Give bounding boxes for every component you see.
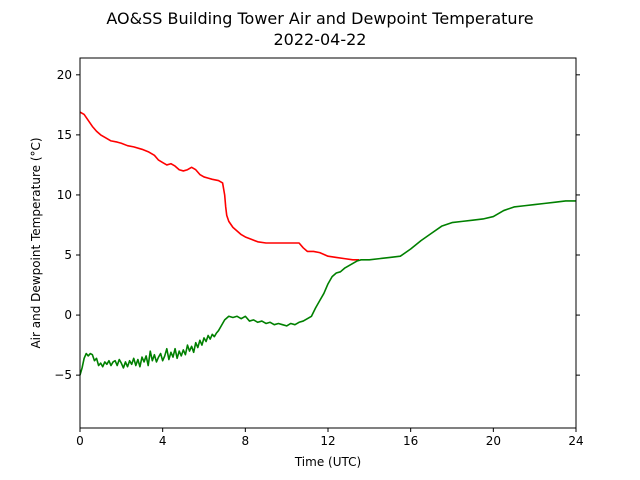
plot-area: 0 4 8 12 16 20 24 −5 0 5 10 15 20 [54, 57, 584, 448]
x-tick-label: 8 [242, 434, 250, 448]
x-tick-label: 24 [568, 434, 583, 448]
series-layer [79, 111, 576, 376]
series-line-2 [79, 200, 576, 376]
x-axis: 0 4 8 12 16 20 24 [76, 428, 584, 448]
x-tick-label: 0 [76, 434, 84, 448]
x-tick-label: 20 [486, 434, 501, 448]
y-tick-label: 20 [57, 68, 72, 82]
series-line-1 [79, 111, 359, 261]
y-axis-label: Air and Dewpoint Temperature (°C) [29, 137, 43, 348]
x-tick-label: 16 [403, 434, 418, 448]
x-tick-label: 4 [159, 434, 167, 448]
y-tick-label: −5 [54, 368, 72, 382]
x-tick-label: 12 [320, 434, 335, 448]
y-tick-label: 15 [57, 128, 72, 142]
axes-frame [79, 57, 577, 429]
y-tick-label: 10 [57, 188, 72, 202]
x-axis-label: Time (UTC) [294, 455, 361, 469]
y-tick-label: 5 [64, 248, 72, 262]
y-tick-label: 0 [64, 308, 72, 322]
y-axis: −5 0 5 10 15 20 [54, 68, 580, 382]
chart-title-line-1: AO&SS Building Tower Air and Dewpoint Te… [106, 9, 533, 28]
chart-title-line-2: 2022-04-22 [274, 30, 367, 49]
